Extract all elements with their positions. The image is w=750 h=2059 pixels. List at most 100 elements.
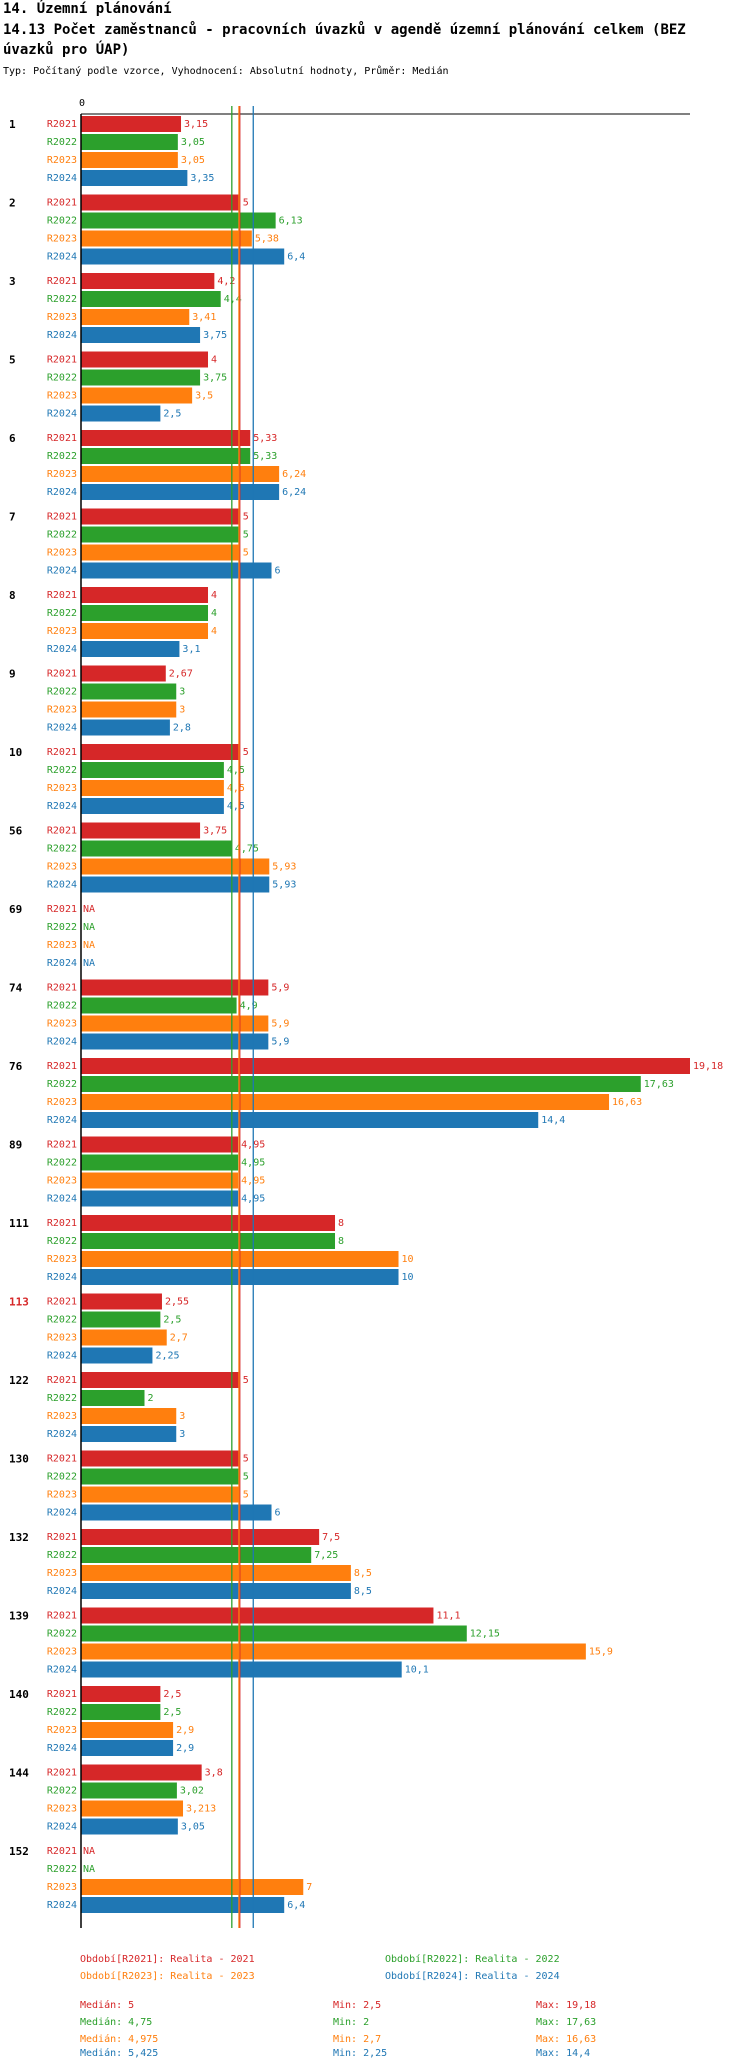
group-label-56: 56 (9, 825, 23, 838)
group-label-6: 6 (9, 432, 16, 445)
series-label-r2022: R2022 (47, 294, 77, 305)
series-label-r2022: R2022 (47, 530, 77, 541)
value-label-140-r2021: 2,5 (163, 1689, 181, 1700)
legend-min-r2024: Min: 2,25 (333, 2048, 388, 2059)
value-label-2-r2024: 6,4 (287, 252, 305, 263)
bar-1-r2022 (81, 134, 178, 150)
series-label-r2023: R2023 (47, 1882, 77, 1893)
series-label-r2024: R2024 (47, 880, 77, 891)
value-label-130-r2024: 6 (275, 1508, 281, 1519)
group-label-140: 140 (9, 1688, 29, 1701)
series-label-r2022: R2022 (47, 1472, 77, 1483)
bar-5-r2023 (81, 387, 193, 404)
group-label-122: 122 (9, 1374, 29, 1387)
series-label-r2024: R2024 (47, 1586, 77, 1597)
legend-period-r2021: Období[R2021]: Realita - 2021 (80, 1954, 255, 1965)
value-label-2-r2022: 6,13 (279, 216, 303, 227)
bar-7-r2024 (81, 562, 272, 579)
series-label-r2024: R2024 (47, 1900, 77, 1911)
bar-56-r2024 (81, 876, 270, 893)
series-label-r2021: R2021 (47, 1375, 77, 1386)
value-label-132-r2023: 8,5 (354, 1568, 372, 1579)
series-label-r2022: R2022 (47, 1629, 77, 1640)
value-label-74-r2024: 5,9 (271, 1037, 289, 1048)
value-label-5-r2021: 4 (211, 355, 217, 366)
bar-5-r2022 (81, 369, 201, 386)
series-label-r2021: R2021 (47, 747, 77, 758)
series-label-r2023: R2023 (47, 469, 77, 480)
bar-76-r2023 (81, 1094, 610, 1110)
series-label-r2023: R2023 (47, 1725, 77, 1736)
series-label-r2022: R2022 (47, 1315, 77, 1326)
series-label-r2023: R2023 (47, 1411, 77, 1422)
series-label-r2024: R2024 (47, 1037, 77, 1048)
value-label-56-r2022: 4,75 (235, 844, 259, 855)
bar-144-r2021 (81, 1764, 202, 1781)
group-label-144: 144 (9, 1767, 29, 1780)
series-label-r2021: R2021 (47, 1846, 77, 1857)
value-label-56-r2024: 5,93 (272, 880, 296, 891)
series-label-r2022: R2022 (47, 844, 77, 855)
value-label-1-r2021: 3,15 (184, 119, 208, 130)
value-label-122-r2021: 5 (243, 1375, 249, 1386)
series-label-r2021: R2021 (47, 1297, 77, 1308)
bar-76-r2022 (81, 1076, 641, 1092)
series-label-r2021: R2021 (47, 433, 77, 444)
value-label-5-r2024: 2,5 (163, 409, 181, 420)
bar-140-r2024 (81, 1740, 174, 1756)
value-label-122-r2023: 3 (179, 1411, 185, 1422)
value-label-6-r2022: 5,33 (253, 451, 277, 462)
series-label-r2022: R2022 (47, 1079, 77, 1090)
group-label-113: 113 (9, 1296, 29, 1309)
series-label-r2024: R2024 (47, 1351, 77, 1362)
value-label-113-r2021: 2,55 (165, 1297, 189, 1308)
legend-min-r2023: Min: 2,7 (333, 2034, 382, 2045)
legend-max-r2021: Max: 19,18 (536, 2000, 597, 2011)
bar-1-r2021 (81, 116, 182, 132)
bar-56-r2022 (81, 840, 232, 857)
value-label-152-r2022: NA (83, 1864, 95, 1875)
series-label-r2021: R2021 (47, 355, 77, 366)
series-label-r2022: R2022 (47, 1707, 77, 1718)
series-label-r2023: R2023 (47, 1333, 77, 1344)
series-label-r2024: R2024 (47, 1115, 77, 1126)
chart-info: Typ: Počítaný podle vzorce, Vyhodnocení:… (3, 66, 449, 77)
bar-2-r2023 (81, 230, 252, 247)
bar-140-r2022 (81, 1704, 161, 1720)
value-label-3-r2022: 4,4 (224, 294, 242, 305)
bar-3-r2021 (81, 273, 215, 289)
series-label-r2023: R2023 (47, 1176, 77, 1187)
bar-113-r2022 (81, 1311, 161, 1328)
group-label-130: 130 (9, 1453, 29, 1466)
value-label-1-r2023: 3,05 (181, 155, 205, 166)
series-label-r2024: R2024 (47, 566, 77, 577)
series-label-r2021: R2021 (47, 669, 77, 680)
bar-3-r2022 (81, 291, 221, 307)
group-label-76: 76 (9, 1060, 23, 1073)
series-label-r2023: R2023 (47, 391, 77, 402)
bar-3-r2023 (81, 309, 190, 325)
value-label-5-r2022: 3,75 (203, 373, 227, 384)
group-label-69: 69 (9, 903, 22, 916)
series-label-r2021: R2021 (47, 1611, 77, 1622)
series-label-r2022: R2022 (47, 922, 77, 933)
bar-89-r2023 (81, 1172, 239, 1189)
series-label-r2024: R2024 (47, 644, 77, 655)
value-label-69-r2024: NA (83, 958, 95, 969)
bar-76-r2021 (81, 1058, 690, 1074)
series-label-r2024: R2024 (47, 487, 77, 498)
series-label-r2023: R2023 (47, 626, 77, 637)
value-label-9-r2021: 2,67 (169, 669, 193, 680)
group-label-5: 5 (9, 354, 16, 367)
legend-median-r2023: Medián: 4,975 (80, 2034, 159, 2045)
bar-130-r2021 (81, 1450, 240, 1467)
bar-10-r2021 (81, 744, 240, 760)
bar-9-r2022 (81, 683, 177, 700)
group-label-74: 74 (9, 982, 23, 995)
series-label-r2021: R2021 (47, 1454, 77, 1465)
value-label-69-r2021: NA (83, 904, 95, 915)
bar-132-r2022 (81, 1547, 312, 1563)
legend-period-r2024: Období[R2024]: Realita - 2024 (385, 1971, 560, 1982)
bar-132-r2024 (81, 1583, 351, 1599)
value-label-132-r2024: 8,5 (354, 1586, 372, 1597)
